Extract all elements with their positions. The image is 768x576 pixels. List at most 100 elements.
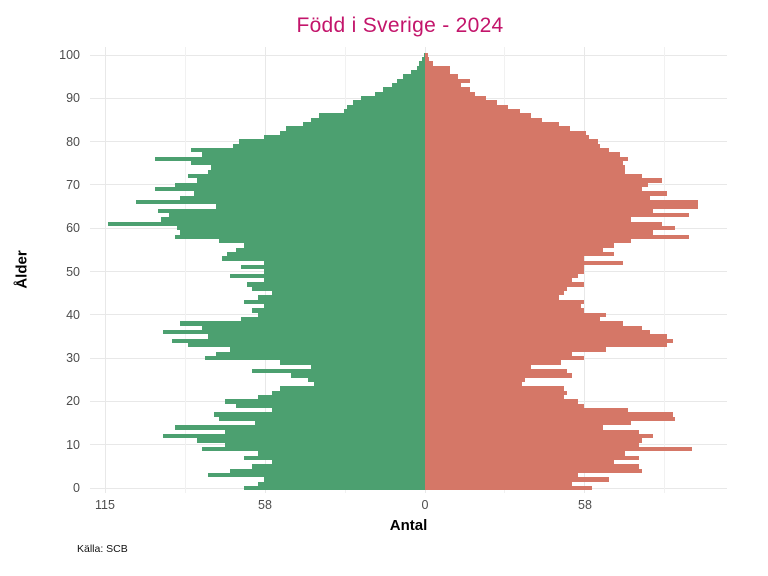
bar-left-age-47 bbox=[246, 282, 425, 287]
bar-right-age-49 bbox=[425, 273, 579, 278]
bar-right-age-7 bbox=[425, 455, 640, 460]
bar-right-age-12 bbox=[425, 433, 654, 439]
bar-left-age-48 bbox=[263, 277, 425, 283]
bar-right-age-29 bbox=[425, 360, 562, 365]
bar-right-age-88 bbox=[425, 104, 509, 110]
bar-left-age-64 bbox=[157, 208, 425, 214]
y-tick-label: 50 bbox=[66, 264, 80, 279]
v-gridline-major bbox=[104, 47, 106, 493]
bar-right-age-63 bbox=[425, 213, 690, 218]
bar-left-age-17 bbox=[213, 412, 425, 417]
bar-right-age-59 bbox=[425, 230, 654, 235]
bar-left-age-96 bbox=[411, 70, 425, 75]
bar-right-age-37 bbox=[425, 325, 643, 330]
bar-right-age-25 bbox=[425, 377, 526, 382]
bar-left-age-81 bbox=[263, 135, 425, 140]
bar-left-age-45 bbox=[271, 290, 425, 296]
bar-right-age-30 bbox=[425, 355, 584, 361]
y-tick-label: 90 bbox=[66, 91, 80, 106]
bar-left-age-84 bbox=[302, 122, 425, 127]
bar-right-age-20 bbox=[425, 399, 579, 404]
bar-right-age-99 bbox=[425, 57, 430, 62]
bar-left-age-38 bbox=[180, 321, 425, 326]
bar-left-age-88 bbox=[347, 104, 425, 110]
bar-right-age-21 bbox=[425, 394, 565, 400]
bar-right-age-46 bbox=[425, 286, 567, 291]
bar-left-age-10 bbox=[224, 442, 425, 447]
bar-right-age-40 bbox=[425, 312, 606, 317]
bar-right-age-53 bbox=[425, 256, 584, 261]
bar-left-age-5 bbox=[252, 464, 425, 469]
bar-left-age-28 bbox=[310, 364, 425, 369]
bar-right-age-9 bbox=[425, 446, 693, 452]
y-tick-label: 100 bbox=[59, 48, 80, 62]
bar-right-age-17 bbox=[425, 412, 673, 417]
bar-right-age-39 bbox=[425, 316, 601, 322]
bar-right-age-35 bbox=[425, 334, 668, 339]
y-tick-label: 80 bbox=[66, 134, 80, 149]
bar-right-age-47 bbox=[425, 282, 584, 287]
bar-right-age-71 bbox=[425, 178, 662, 183]
bar-right-age-73 bbox=[425, 169, 626, 175]
bar-right-age-90 bbox=[425, 96, 487, 101]
bar-right-age-57 bbox=[425, 239, 631, 244]
bar-left-age-27 bbox=[252, 368, 425, 374]
bar-left-age-98 bbox=[419, 61, 425, 66]
bar-left-age-94 bbox=[397, 78, 425, 84]
bar-right-age-45 bbox=[425, 290, 565, 296]
source-caption: Källa: SCB bbox=[77, 543, 128, 555]
bar-right-age-2 bbox=[425, 477, 609, 482]
bar-right-age-83 bbox=[425, 126, 570, 131]
bar-left-age-31 bbox=[216, 351, 425, 356]
bar-left-age-1 bbox=[258, 481, 425, 486]
bar-right-age-76 bbox=[425, 156, 629, 162]
bar-left-age-42 bbox=[263, 303, 425, 309]
bar-left-age-18 bbox=[271, 407, 425, 413]
bar-left-age-56 bbox=[244, 243, 425, 248]
bar-left-age-35 bbox=[207, 334, 425, 339]
bar-right-age-11 bbox=[425, 438, 643, 443]
bar-right-age-85 bbox=[425, 117, 542, 123]
bar-left-age-46 bbox=[252, 286, 425, 291]
x-tick-label: 115 bbox=[95, 498, 115, 512]
bar-right-age-6 bbox=[425, 459, 615, 465]
bar-left-age-20 bbox=[224, 399, 425, 404]
v-gridline-major bbox=[584, 47, 586, 493]
bar-right-age-32 bbox=[425, 347, 606, 352]
bar-right-age-68 bbox=[425, 191, 668, 196]
bar-left-age-6 bbox=[271, 459, 425, 465]
bar-left-age-61 bbox=[107, 221, 425, 227]
bar-left-age-97 bbox=[416, 65, 425, 71]
bar-right-age-94 bbox=[425, 78, 470, 84]
bar-left-age-89 bbox=[352, 100, 425, 105]
bar-left-age-53 bbox=[221, 256, 425, 261]
bar-left-age-16 bbox=[219, 416, 425, 421]
bar-right-age-34 bbox=[425, 338, 673, 343]
bar-left-age-71 bbox=[196, 178, 425, 183]
bar-right-age-15 bbox=[425, 420, 631, 426]
bar-left-age-95 bbox=[402, 74, 425, 79]
bar-right-age-5 bbox=[425, 464, 640, 469]
bar-left-age-15 bbox=[255, 420, 425, 426]
bar-right-age-69 bbox=[425, 187, 643, 192]
x-tick-label: 58 bbox=[578, 498, 592, 512]
bar-right-age-61 bbox=[425, 221, 662, 227]
bar-left-age-29 bbox=[280, 360, 425, 365]
bar-left-age-60 bbox=[177, 226, 425, 231]
bar-right-age-31 bbox=[425, 351, 573, 356]
bar-left-age-21 bbox=[258, 394, 425, 400]
bar-left-age-90 bbox=[361, 96, 425, 101]
bar-left-age-22 bbox=[271, 390, 425, 395]
bar-left-age-0 bbox=[244, 485, 425, 491]
bar-left-age-99 bbox=[422, 57, 425, 62]
bar-left-age-66 bbox=[135, 200, 425, 205]
bar-left-age-92 bbox=[383, 87, 425, 92]
bar-right-age-62 bbox=[425, 217, 631, 222]
bar-right-age-27 bbox=[425, 368, 567, 374]
bar-right-age-18 bbox=[425, 407, 629, 413]
bar-right-age-16 bbox=[425, 416, 676, 421]
bar-right-age-67 bbox=[425, 195, 651, 201]
bar-right-age-79 bbox=[425, 143, 601, 149]
bar-right-age-92 bbox=[425, 87, 470, 92]
bar-right-age-74 bbox=[425, 165, 626, 170]
